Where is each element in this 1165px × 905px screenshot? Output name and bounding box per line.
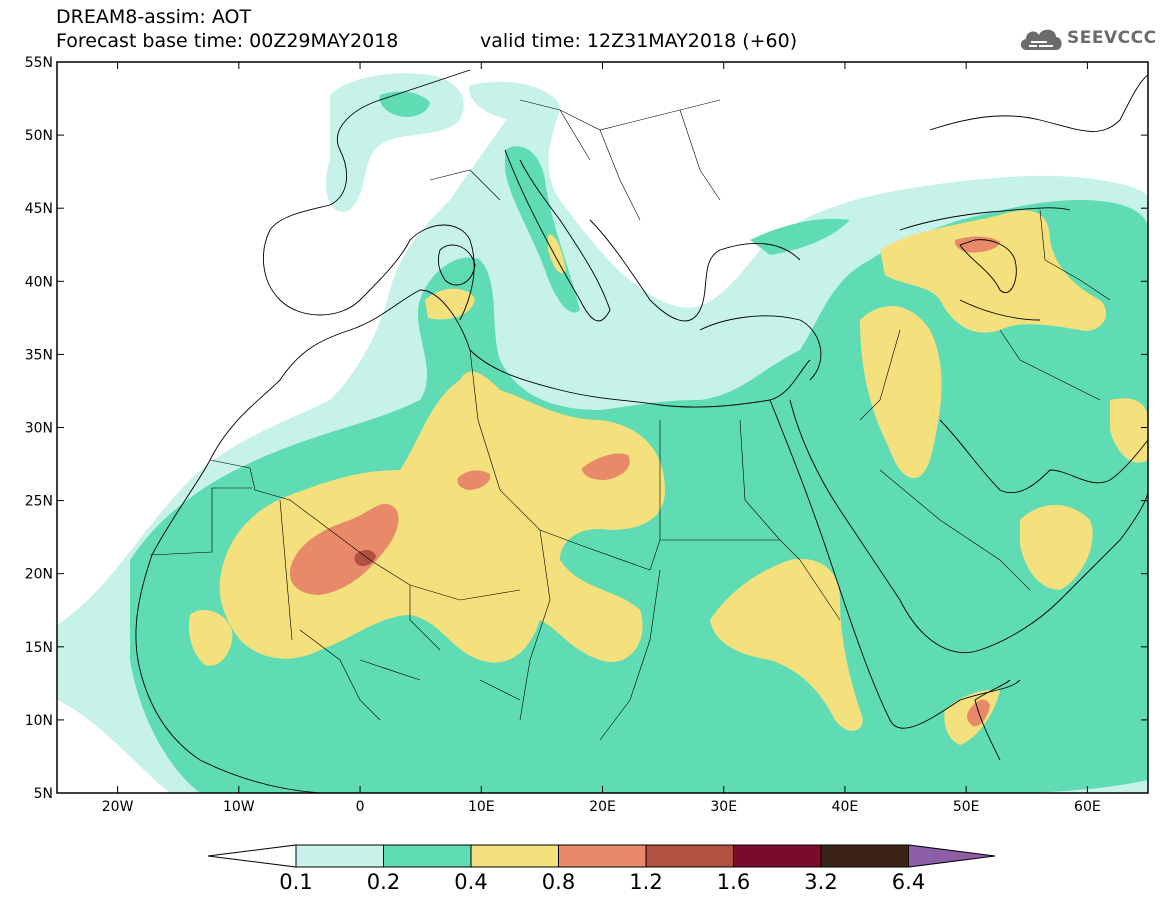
lon-tick-label: 10E xyxy=(468,799,495,815)
colorbar-label: 0.2 xyxy=(367,870,400,894)
colorbar: 0.1 0.2 0.4 0.8 1.2 1.6 3.2 6.4 xyxy=(207,844,996,894)
lat-tick-label: 45N xyxy=(25,201,53,217)
latitude-axis: 5N 10N 15N 20N 25N 30N 35N 40N 45N 50N 55N xyxy=(25,55,1148,802)
aot-level-0.4-italy xyxy=(548,234,566,274)
colorbar-segment xyxy=(295,844,384,868)
colorbar-label: 0.1 xyxy=(279,870,312,894)
aot-level-0.4-sardinia xyxy=(425,288,475,320)
lat-tick-label: 40N xyxy=(25,274,53,290)
aot-level-0.1-ne xyxy=(469,81,556,122)
colorbar-under-arrow xyxy=(207,844,297,868)
aot-level-0.4-west xyxy=(188,610,233,666)
colorbar-segment xyxy=(470,844,559,868)
lon-tick-label: 60E xyxy=(1074,799,1101,815)
colorbar-label: 1.2 xyxy=(629,870,662,894)
aot-level-0.4-caucasus xyxy=(880,210,1107,333)
colorbar-segment xyxy=(383,844,472,868)
aot-level-0.4-oman xyxy=(1020,505,1093,590)
aot-level-0.4-arabia xyxy=(860,306,942,479)
longitude-axis: 20W 10W 0 10E 20E 30E 40E 50E 60E xyxy=(102,62,1101,815)
lat-tick-label: 35N xyxy=(25,347,53,363)
lat-tick-label: 10N xyxy=(25,713,53,729)
lat-tick-label: 15N xyxy=(25,640,53,656)
coastlines xyxy=(135,69,1148,793)
aot-field xyxy=(57,73,1148,793)
lon-tick-label: 50E xyxy=(953,799,980,815)
colorbar-segment xyxy=(820,844,909,868)
colorbar-segment xyxy=(558,844,647,868)
colorbar-label: 1.6 xyxy=(717,870,750,894)
lat-tick-label: 5N xyxy=(34,786,53,802)
logo-text: SEEVCCC xyxy=(1067,28,1157,48)
lat-tick-label: 30N xyxy=(25,421,53,437)
colorbar-label: 0.4 xyxy=(454,870,487,894)
lat-tick-label: 50N xyxy=(25,128,53,144)
lat-tick-label: 25N xyxy=(25,494,53,510)
lon-tick-label: 40E xyxy=(832,799,859,815)
aot-level-0.4-sudan xyxy=(710,559,863,731)
lon-tick-label: 10W xyxy=(223,799,255,815)
aot-level-1.2 xyxy=(354,549,376,566)
aot-level-0.8-sahara xyxy=(289,503,399,595)
aot-level-0.8-algeria xyxy=(457,470,491,490)
aot-level-0.2-europe xyxy=(379,91,430,117)
seevccc-logo: SEEVCCC xyxy=(1017,22,1157,56)
forecast-base-time: Forecast base time: 00Z29MAY2018 xyxy=(56,30,399,52)
aot-level-0.4-east xyxy=(1110,398,1148,463)
colorbar-label: 6.4 xyxy=(892,870,925,894)
colorbar-label: 0.8 xyxy=(542,870,575,894)
map-title: DREAM8-assim: AOT xyxy=(56,6,252,28)
lon-tick-label: 20E xyxy=(589,799,616,815)
political-borders xyxy=(149,99,1111,741)
lon-tick-label: 30E xyxy=(710,799,737,815)
colorbar-segment xyxy=(733,844,822,868)
aot-level-0.8-libya xyxy=(582,453,630,480)
cloud-icon xyxy=(1020,29,1062,50)
lon-tick-label: 20W xyxy=(102,799,134,815)
valid-time: valid time: 12Z31MAY2018 (+60) xyxy=(480,30,798,52)
lon-tick-label: 0 xyxy=(356,799,365,815)
colorbar-over-arrow xyxy=(908,844,996,868)
colorbar-segment xyxy=(645,844,734,868)
aot-level-0.1-north xyxy=(326,73,464,212)
lat-tick-label: 20N xyxy=(25,567,53,583)
lat-tick-label: 55N xyxy=(25,55,53,71)
colorbar-label: 3.2 xyxy=(804,870,837,894)
